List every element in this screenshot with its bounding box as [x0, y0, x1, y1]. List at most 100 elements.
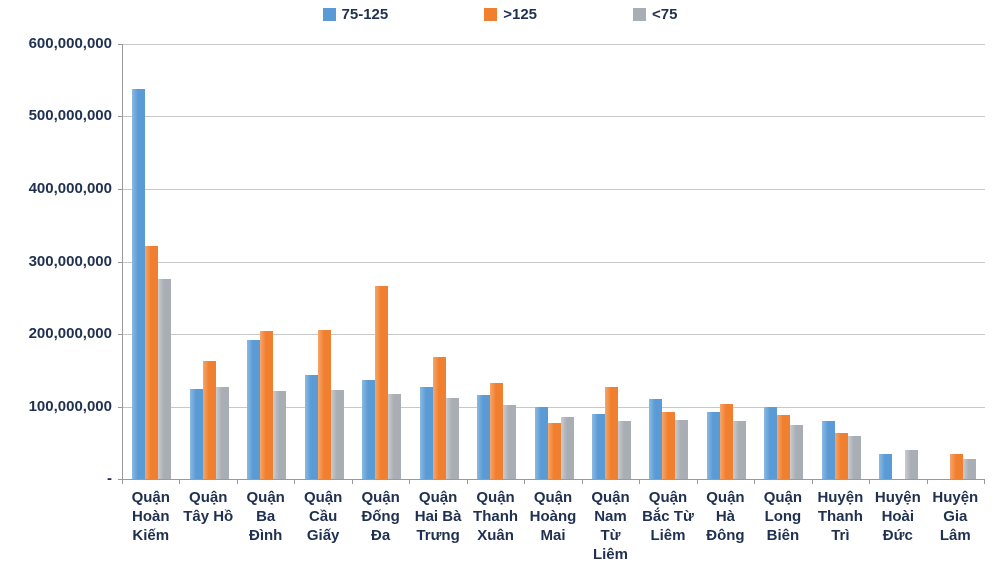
x-axis-label: Quận Ba Đình	[246, 489, 285, 544]
bar	[419, 386, 433, 479]
x-axis-label: Quận Cầu Giấy	[303, 489, 343, 544]
x-axis-label: Quận Hà Đông	[706, 489, 745, 544]
bar-group	[180, 44, 237, 479]
x-axis-tick	[984, 480, 985, 484]
y-axis-tick	[118, 406, 123, 408]
bar	[790, 424, 804, 479]
bar	[490, 383, 504, 479]
x-axis-tick	[696, 480, 698, 484]
gridline	[123, 116, 985, 118]
y-axis-tick	[118, 116, 123, 118]
bar	[247, 339, 261, 479]
bar-group	[698, 44, 755, 479]
bar-group	[353, 44, 410, 479]
bar-group	[238, 44, 295, 479]
bar	[821, 421, 835, 479]
x-axis-tick	[754, 480, 756, 484]
legend-item-gt125: >125	[484, 6, 537, 23]
bar	[189, 389, 203, 479]
legend-label: >125	[503, 6, 538, 23]
bar-group	[583, 44, 640, 479]
bar-group	[870, 44, 927, 479]
bar	[675, 420, 689, 479]
y-axis-tick	[118, 333, 123, 335]
legend-label: <75	[652, 6, 678, 23]
bar	[132, 88, 146, 479]
x-axis-tick	[524, 480, 526, 484]
y-axis-tick	[118, 479, 123, 480]
bar	[764, 407, 778, 479]
x-axis-label: Quận Hoàng Mai	[529, 489, 577, 544]
bar	[534, 406, 548, 479]
x-axis-label: Quận Thanh Xuân	[473, 489, 519, 544]
bar-group	[640, 44, 697, 479]
x-axis-label: Huyện Gia Lâm	[932, 489, 979, 544]
bar	[375, 286, 389, 479]
bar	[503, 405, 517, 479]
bar	[962, 458, 976, 479]
x-axis-tick	[351, 480, 353, 484]
gridline	[123, 261, 985, 263]
bar	[158, 278, 172, 479]
x-axis-label: Huyện Hoài Đức	[874, 489, 921, 544]
bar	[330, 389, 344, 479]
bar	[145, 245, 159, 479]
chart-legend: 75-125 >125 <75	[0, 6, 1000, 23]
bar	[477, 394, 491, 479]
bar	[834, 432, 848, 479]
bar	[591, 413, 605, 479]
bar	[445, 397, 459, 479]
y-axis-label: 600,000,000	[28, 35, 112, 52]
y-axis-label: 500,000,000	[28, 107, 112, 125]
bar	[732, 421, 746, 479]
x-axis-tick	[466, 480, 468, 484]
bar	[847, 435, 861, 479]
legend-swatch-orange-icon	[484, 8, 498, 21]
bar	[273, 390, 287, 479]
gridline	[123, 44, 985, 45]
legend-item-75-125: 75-125	[322, 6, 389, 23]
bar	[317, 330, 331, 479]
bar	[304, 375, 318, 479]
y-axis-tick	[118, 261, 123, 263]
bar	[649, 398, 663, 479]
bar-group	[123, 44, 180, 479]
bar-group	[813, 44, 870, 479]
bar-group	[755, 44, 812, 479]
legend-item-lt75: <75	[633, 6, 677, 23]
bar-group	[295, 44, 352, 479]
bar-group	[468, 44, 525, 479]
legend-swatch-blue-icon	[322, 8, 336, 21]
x-axis-label: Huyện Thanh Trì	[817, 489, 864, 544]
gridline	[123, 188, 985, 190]
bar-group	[410, 44, 467, 479]
x-axis-label: Quận Bắc Từ Liêm	[642, 489, 694, 544]
legend-label: 75-125	[341, 6, 389, 23]
bar	[560, 417, 574, 479]
y-axis-labels: 600,000,000 500,000,000 400,000,000 300,000…	[0, 35, 112, 487]
plot-area	[118, 44, 985, 484]
bar-group	[525, 44, 582, 479]
bar	[617, 421, 631, 479]
bar	[949, 453, 963, 479]
bar	[388, 394, 402, 479]
x-axis-tick	[236, 480, 238, 484]
x-axis-label: Quận Đống Đa	[361, 489, 400, 544]
bar	[706, 412, 720, 479]
x-axis-tick	[294, 480, 296, 484]
x-axis-label: Quận Tây Hồ	[183, 489, 234, 525]
x-axis-tick	[926, 480, 928, 484]
y-axis-label: 400,000,000	[28, 179, 112, 197]
bar	[604, 386, 618, 479]
gridline	[123, 333, 985, 335]
y-axis-tick	[118, 188, 123, 190]
x-axis-tick	[179, 480, 181, 484]
bar	[547, 423, 561, 479]
gridline	[123, 406, 985, 408]
x-axis-label: Quận Hoàn Kiếm	[131, 489, 170, 544]
bar	[905, 450, 919, 479]
bar-group	[928, 44, 985, 479]
x-axis-tick	[122, 480, 123, 484]
x-axis-labels: Quận Hoàn Kiếm Quận Tây Hồ Quận Ba Đình Quận Cầu G…	[122, 488, 984, 564]
